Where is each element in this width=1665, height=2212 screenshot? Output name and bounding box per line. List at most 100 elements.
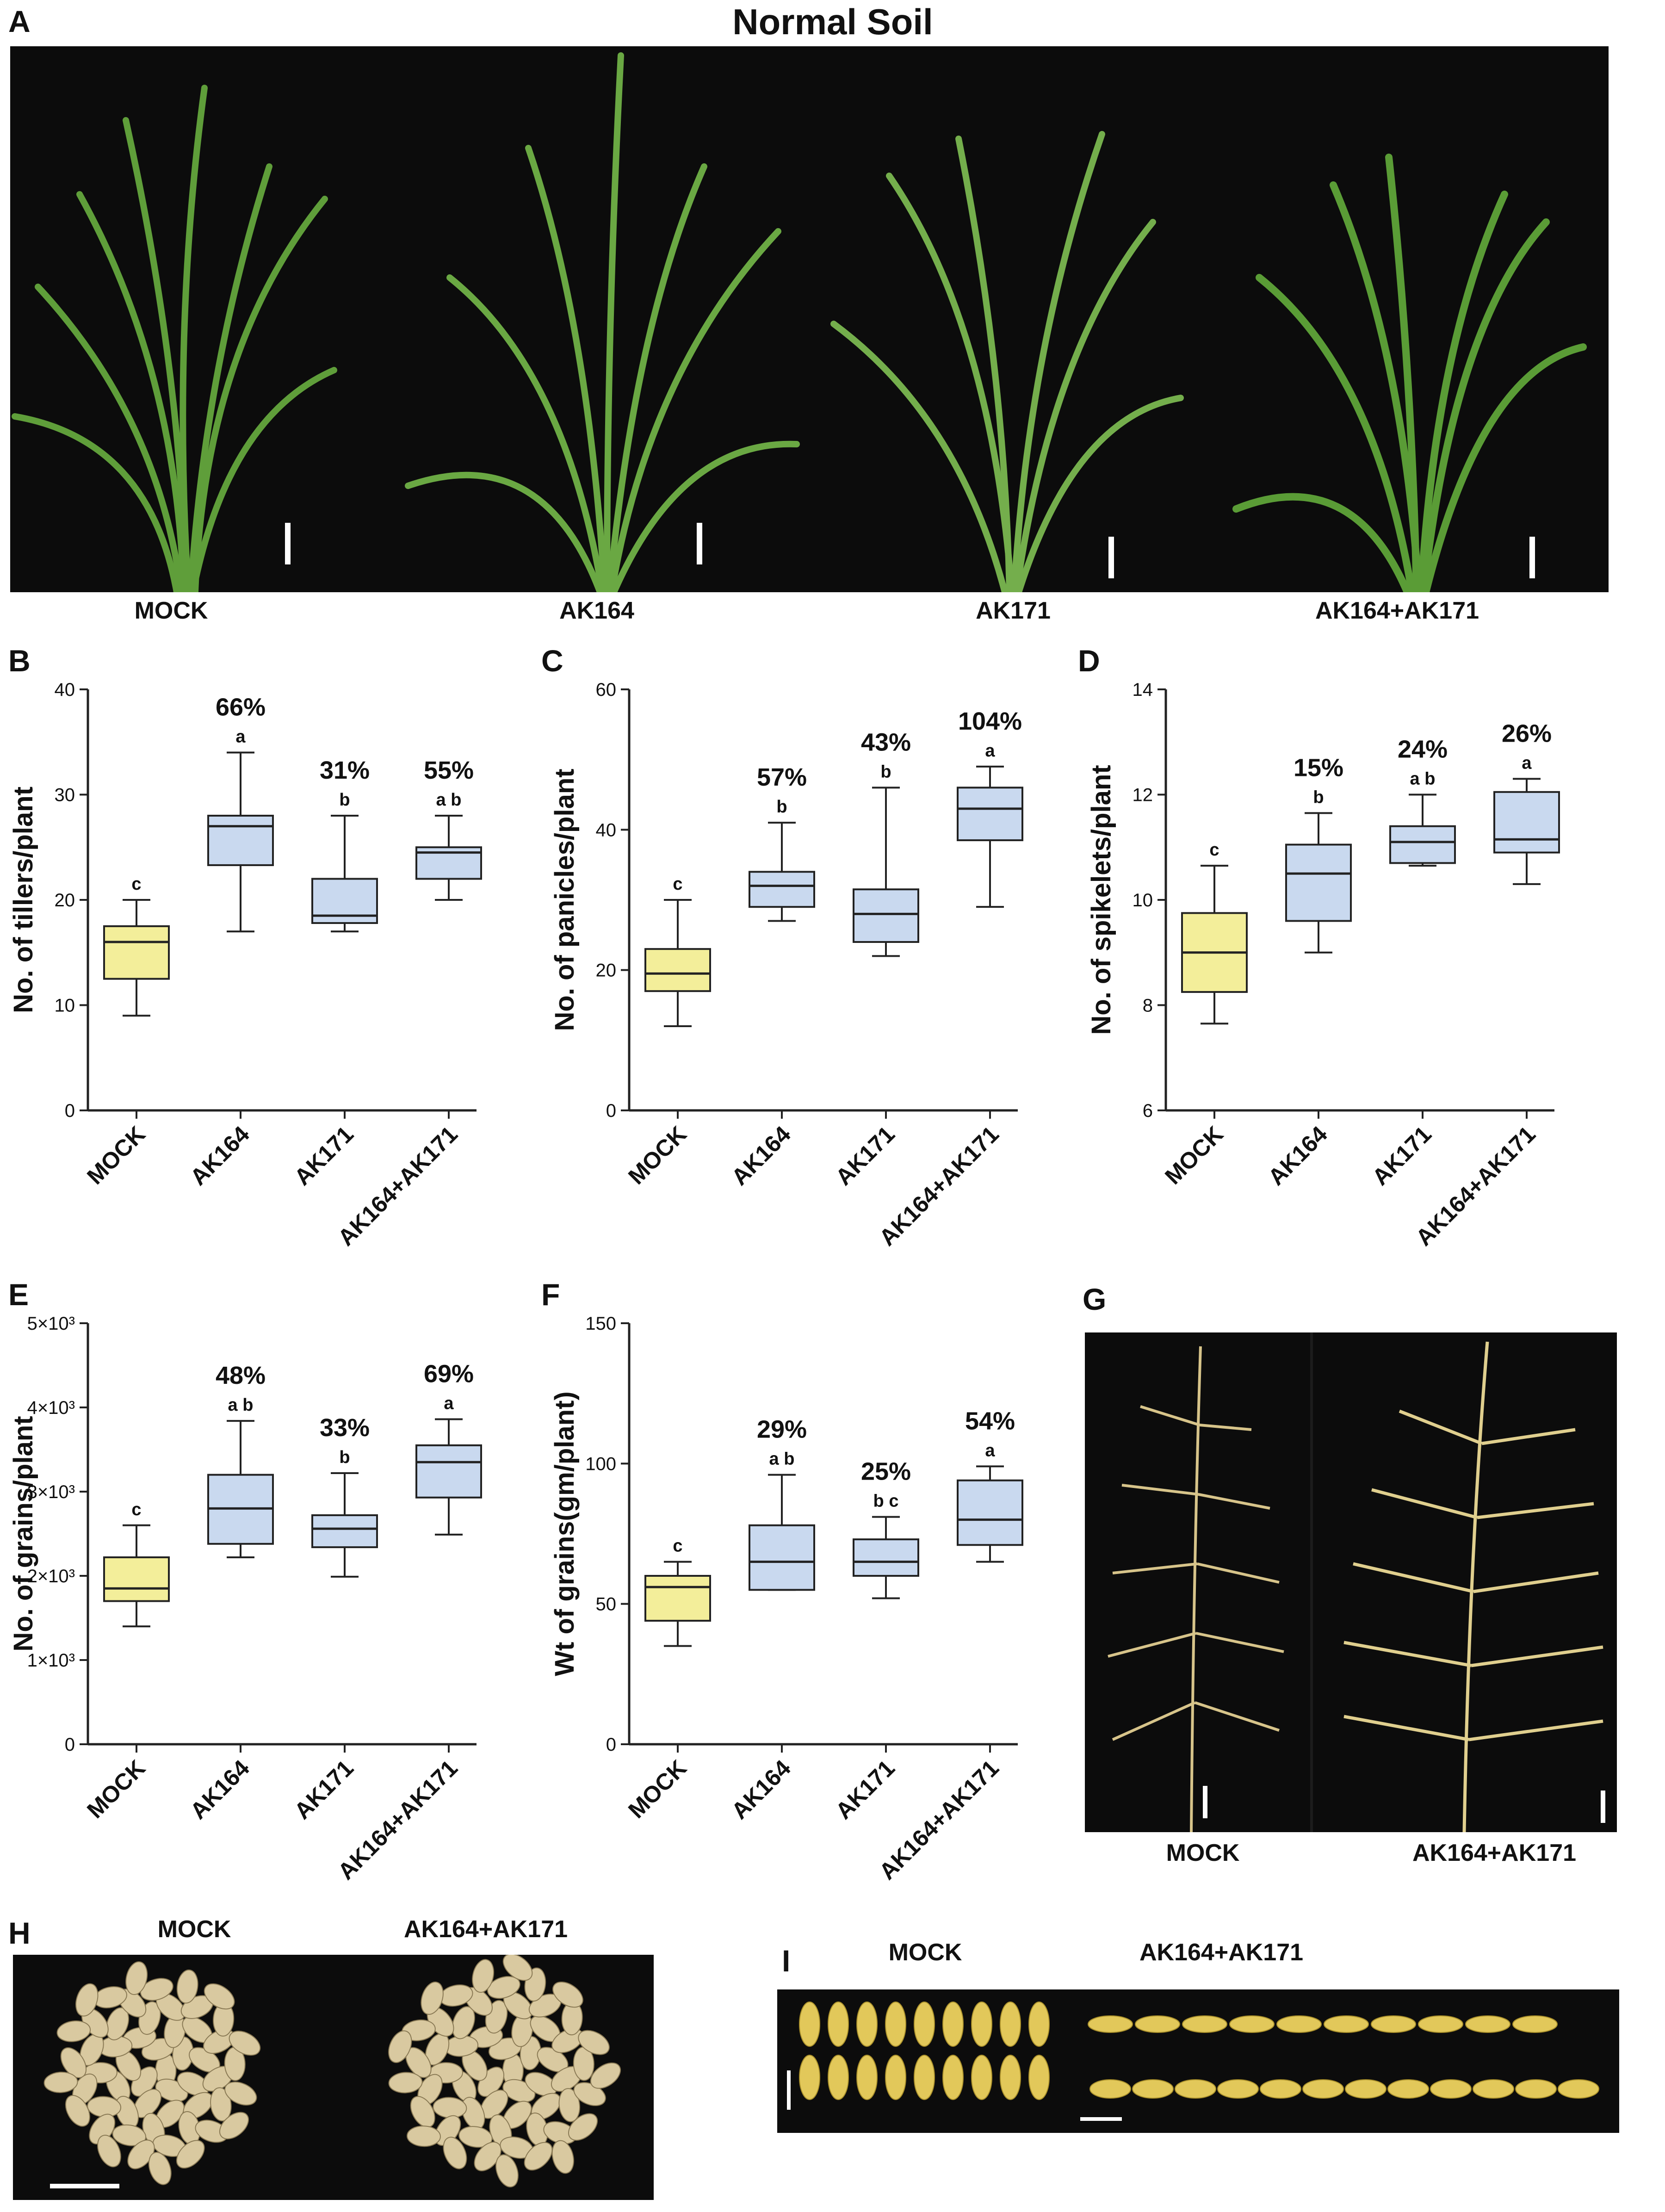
grain [1132, 2079, 1174, 2099]
photo-label-ak164-a: AK164 [559, 597, 634, 624]
grain [125, 1961, 148, 1995]
box-mock [644, 948, 711, 992]
panel-label-c: C [541, 644, 563, 678]
box-mock [103, 925, 170, 980]
grain [410, 2096, 435, 2128]
box-ak164 [1285, 843, 1352, 922]
x-tick-label: MOCK [82, 1121, 150, 1190]
grain-row-mock [799, 2001, 1050, 2100]
plant-ak171 [830, 131, 1184, 592]
y-tick-label: 0 [65, 1101, 75, 1121]
figure-title: Normal Soil [732, 1, 933, 42]
box-ak164-ak171 [1493, 791, 1560, 854]
significance-letter: b c [873, 1492, 899, 1511]
x-tick-label: AK164 [726, 1121, 796, 1190]
x-tick-label: AK171 [830, 1121, 900, 1190]
grain [799, 2001, 820, 2047]
y-tick-label: 30 [55, 785, 75, 805]
grain [971, 2001, 992, 2047]
grain [799, 2055, 820, 2100]
scale-bars-g [1203, 1786, 1605, 1823]
y-tick-label: 1×10³ [27, 1650, 75, 1671]
box-ak171 [853, 1538, 919, 1577]
panel-label-i: I [782, 1944, 791, 1978]
y-tick-label: 50 [596, 1594, 617, 1615]
dehusked-grain-illustration [13, 1955, 654, 2200]
y-tick-label: 0 [606, 1735, 616, 1755]
box-ak164-ak171 [415, 1444, 482, 1499]
grain [1512, 2015, 1558, 2033]
grain [75, 1983, 99, 2017]
photo-label-mock-a: MOCK [134, 597, 208, 624]
grain [487, 1976, 520, 1999]
x-tick-label: AK164 [185, 1121, 254, 1190]
grain [885, 2055, 906, 2100]
y-tick-label: 40 [596, 820, 617, 840]
grain [856, 2001, 878, 2047]
y-tick-label: 10 [1133, 890, 1153, 911]
grain [229, 2031, 261, 2056]
grain [1089, 2079, 1131, 2099]
photo-label-ak171-a: AK171 [976, 597, 1051, 624]
grain [558, 2088, 581, 2122]
grain [1558, 2079, 1599, 2099]
y-tick-label: 12 [1133, 785, 1153, 805]
percent-label: 66% [216, 694, 266, 721]
y-tick-label: 3×10³ [27, 1482, 75, 1502]
grain [1324, 2015, 1369, 2033]
box-mock [103, 1556, 170, 1602]
x-tick-label: MOCK [623, 1121, 692, 1190]
grain-cluster-combo [388, 1955, 621, 2187]
grain [578, 2030, 610, 2055]
grain [210, 2087, 232, 2122]
y-axis-label: Wt of grains(gm/plant) [550, 1391, 580, 1676]
y-axis-label: No. of spikelets/plant [1086, 765, 1116, 1035]
plant-ak164 [405, 52, 800, 592]
plant-ak164-ak171 [1232, 154, 1587, 592]
percent-label: 33% [320, 1414, 370, 1442]
significance-letter: b [776, 797, 787, 817]
box-ak171 [311, 1514, 378, 1549]
grain [406, 2125, 441, 2147]
grain [1260, 2079, 1301, 2099]
grain [1345, 2079, 1386, 2099]
photo-label-combo-g: AK164+AK171 [1412, 1840, 1577, 1866]
percent-label: 55% [424, 756, 474, 784]
significance-letter: c [673, 1537, 682, 1556]
grain [942, 2001, 964, 2047]
percent-label: 104% [958, 707, 1022, 735]
significance-letter: b [339, 1448, 350, 1467]
significance-letter: a [235, 727, 246, 747]
panel-label-a: A [8, 4, 31, 38]
significance-letter: c [131, 1500, 141, 1519]
y-axis-label: No. of panicles/plant [550, 768, 580, 1031]
grain [472, 1959, 495, 1993]
grain [1000, 2055, 1021, 2100]
grain [1182, 2015, 1227, 2033]
grain [112, 2124, 147, 2146]
grain [97, 2135, 121, 2168]
y-tick-label: 6 [1143, 1101, 1153, 1121]
x-tick-label: MOCK [623, 1755, 692, 1823]
percent-label: 43% [861, 728, 911, 756]
significance-letter: a b [436, 790, 462, 810]
percent-label: 57% [757, 763, 807, 791]
panicle-treated [1343, 1341, 1603, 1832]
x-tick-label: MOCK [1160, 1121, 1228, 1190]
panicle-illustration [1085, 1332, 1617, 1832]
percent-label: 26% [1502, 719, 1552, 747]
x-tick-label: AK171 [1367, 1121, 1436, 1190]
significance-letter: b [880, 762, 891, 781]
plant-photo-panel [10, 46, 1609, 592]
grain [552, 1981, 583, 2008]
significance-letter: a [444, 1394, 454, 1413]
grain [204, 1983, 235, 2010]
percent-label: 48% [216, 1362, 266, 1389]
y-tick-label: 20 [596, 960, 617, 981]
grain [443, 2137, 467, 2169]
grain [474, 2141, 501, 2171]
y-tick-label: 150 [585, 1314, 616, 1334]
grain [176, 2140, 205, 2169]
grain [914, 2001, 935, 2047]
box-ak164 [207, 815, 274, 866]
